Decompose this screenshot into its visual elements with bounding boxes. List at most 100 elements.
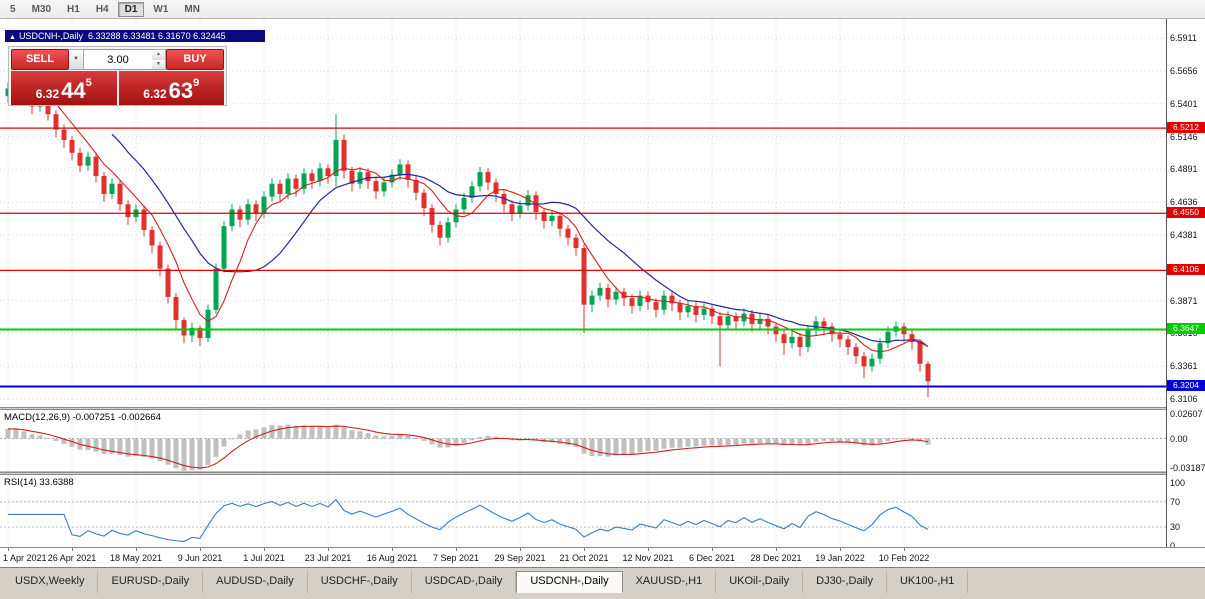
price-axis-label: 6.5656 xyxy=(1170,65,1198,76)
chart-ohlc-values: 6.33288 6.33481 6.31670 6.32445 xyxy=(87,31,226,41)
tab-audusd-daily[interactable]: AUDUSD-,Daily xyxy=(203,571,308,593)
date-axis-label: 1 Apr 2021 xyxy=(3,553,47,563)
price-axis-label: 6.4891 xyxy=(1170,164,1198,175)
sell-price-main: 6.32 xyxy=(35,87,60,101)
price-axis-label: 6.3361 xyxy=(1170,361,1198,372)
sell-price-pips: 44 xyxy=(61,78,86,103)
rsi-axis-label: 0 xyxy=(1170,540,1176,551)
buy-price-main: 6.32 xyxy=(143,87,167,101)
date-axis-label: 23 Jul 2021 xyxy=(304,553,352,563)
price-line-badge: 6.4106 xyxy=(1167,264,1205,276)
price-axis-label: 6.3871 xyxy=(1170,295,1198,306)
date-tick xyxy=(392,548,393,551)
date-axis-label: 19 Jan 2022 xyxy=(815,553,865,563)
date-tick xyxy=(456,548,457,551)
date-axis-label: 6 Dec 2021 xyxy=(688,553,736,563)
volume-spin-up-icon[interactable]: ▲ xyxy=(152,50,165,60)
price-axis-label: 6.4636 xyxy=(1170,197,1198,208)
buy-price-pips: 63 xyxy=(168,78,194,103)
volume-input[interactable] xyxy=(84,49,152,70)
tab-uk100-h1[interactable]: UK100-,H1 xyxy=(887,571,969,593)
date-axis-label: 26 Apr 2021 xyxy=(47,553,97,563)
tab-ukoil-daily[interactable]: UKOil-,Daily xyxy=(716,571,804,593)
rsi-label: RSI(14) 33.6388 xyxy=(4,477,74,488)
timeframe-w1[interactable]: W1 xyxy=(146,2,175,17)
date-axis-label: 7 Sep 2021 xyxy=(432,553,480,563)
macd-chart-surface[interactable] xyxy=(0,410,1166,472)
price-line-badge: 6.5212 xyxy=(1167,122,1205,134)
rsi-axis-label: 70 xyxy=(1170,496,1181,507)
price-line-badge: 6.3647 xyxy=(1167,323,1205,335)
price-axis-label: 6.3106 xyxy=(1170,394,1198,405)
date-tick xyxy=(904,548,905,551)
tab-usdcnh-daily[interactable]: USDCNH-,Daily xyxy=(516,571,623,593)
macd-panel[interactable]: MACD(12,26,9) -0.007251 -0.002664 xyxy=(0,410,1166,472)
date-tick xyxy=(136,548,137,551)
volume-dropdown-icon[interactable]: ▼ xyxy=(69,49,84,70)
timeframe-h1[interactable]: H1 xyxy=(60,2,87,17)
price-axis-label: 6.4381 xyxy=(1170,230,1198,241)
symbol-tabs: USDX,Weekly EURUSD-,Daily AUDUSD-,Daily USD… xyxy=(2,571,969,593)
tab-xauusd-h1[interactable]: XAUUSD-,H1 xyxy=(623,571,717,593)
timeframe-d1[interactable]: D1 xyxy=(117,1,145,17)
timeframe-m30[interactable]: M30 xyxy=(25,2,58,17)
rsi-panel[interactable]: RSI(14) 33.6388 xyxy=(0,475,1166,547)
symbol-tabs-bar: USDX,Weekly EURUSD-,Daily AUDUSD-,Daily USD… xyxy=(0,567,1205,599)
sell-price-sup: 5 xyxy=(85,77,92,89)
buy-price-tile[interactable]: 6.32 63 9 xyxy=(118,71,224,105)
date-axis-label: 28 Dec 2021 xyxy=(750,553,802,563)
date-tick xyxy=(8,548,9,551)
rsi-chart-surface[interactable] xyxy=(0,475,1166,547)
one-click-trading-panel: SELL ▼ ▲ ▼ BUY 6.32 44 5 6.32 63 9 xyxy=(8,46,227,106)
panel-separator[interactable] xyxy=(0,407,1205,410)
date-axis-label: 12 Nov 2021 xyxy=(622,553,674,563)
rsi-value: 33.6388 xyxy=(39,477,74,488)
tab-usdcad-daily[interactable]: USDCAD-,Daily xyxy=(412,571,517,593)
date-axis-label: 18 May 2021 xyxy=(109,553,163,563)
price-chart-surface[interactable] xyxy=(0,19,1166,407)
macd-label: MACD(12,26,9) -0.007251 -0.002664 xyxy=(4,412,161,423)
macd-axis-label: 0.00 xyxy=(1170,433,1188,444)
tab-usdchf-daily[interactable]: USDCHF-,Daily xyxy=(308,571,412,593)
date-tick xyxy=(264,548,265,551)
buy-button[interactable]: BUY xyxy=(166,49,224,70)
macd-values: -0.007251 -0.002664 xyxy=(72,412,161,423)
date-tick xyxy=(712,548,713,551)
timeframe-mn[interactable]: MN xyxy=(177,2,207,17)
timeframe-5[interactable]: 5 xyxy=(3,2,23,17)
date-axis[interactable]: 1 Apr 2021 26 Apr 2021 18 May 2021 9 Jun 20… xyxy=(0,547,1205,567)
sell-price-tile[interactable]: 6.32 44 5 xyxy=(11,71,117,105)
timeframe-h4[interactable]: H4 xyxy=(89,2,116,17)
collapse-triangle-icon[interactable]: ▲ xyxy=(9,34,16,41)
date-axis-label: 16 Aug 2021 xyxy=(366,553,418,563)
date-axis-label: 29 Sep 2021 xyxy=(494,553,546,563)
volume-spin-down-icon[interactable]: ▼ xyxy=(152,59,165,69)
volume-stepper: ▲ ▼ xyxy=(152,49,166,70)
date-tick xyxy=(520,548,521,551)
tab-dj30-daily[interactable]: DJ30-,Daily xyxy=(803,571,887,593)
chart-title-bar: ▲ USDCNH-,Daily 6.33288 6.33481 6.31670 6… xyxy=(5,30,265,42)
date-tick xyxy=(840,548,841,551)
price-axis[interactable]: 6.5911 6.5656 6.5401 6.5146 6.4891 6.4636 6.43… xyxy=(1166,19,1205,567)
panel-separator[interactable] xyxy=(0,472,1205,475)
rsi-axis-label: 100 xyxy=(1170,478,1186,489)
price-axis-label: 6.5401 xyxy=(1170,98,1198,109)
sell-button[interactable]: SELL xyxy=(11,49,69,70)
price-axis-label: 6.5911 xyxy=(1170,33,1197,44)
date-tick xyxy=(648,548,649,551)
date-tick xyxy=(328,548,329,551)
date-tick xyxy=(776,548,777,551)
rsi-axis-label: 30 xyxy=(1170,521,1181,532)
date-axis-label: 9 Jun 2021 xyxy=(177,553,223,563)
buy-price-sup: 9 xyxy=(193,77,200,89)
chart-symbol-label: USDCNH-,Daily xyxy=(18,31,83,41)
price-line-badge: 6.4550 xyxy=(1167,207,1205,219)
date-tick xyxy=(200,548,201,551)
macd-axis-label: 0.02607 xyxy=(1170,408,1203,419)
timeframe-toolbar: 5 M30 H1 H4 D1 W1 MN xyxy=(0,0,1205,19)
tab-eurusd-daily[interactable]: EURUSD-,Daily xyxy=(98,571,204,593)
tab-usdx-weekly[interactable]: USDX,Weekly xyxy=(2,571,99,593)
date-tick xyxy=(584,548,585,551)
macd-axis-label: -0.03187 xyxy=(1170,463,1205,474)
date-axis-label: 21 Oct 2021 xyxy=(559,553,609,563)
